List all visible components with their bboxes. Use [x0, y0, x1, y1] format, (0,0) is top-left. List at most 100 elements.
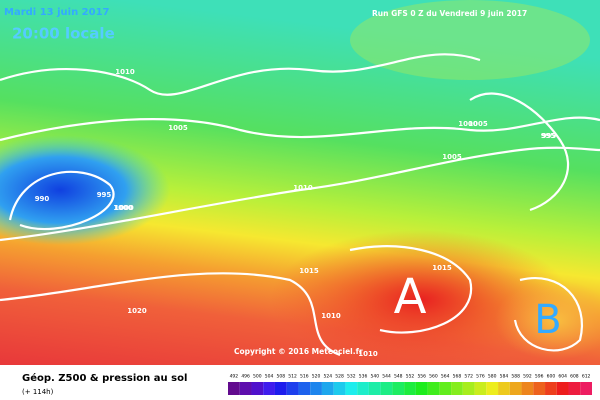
scale-label: 548: [394, 374, 403, 380]
run-info: Run GFS 0 Z du Vendredi 9 juin 2017: [372, 9, 527, 18]
copyright: Copyright © 2016 Meteociel.fr: [234, 347, 363, 356]
scale-swatch: [427, 382, 440, 395]
isobar: [349, 245, 473, 334]
scale-swatch: [228, 382, 240, 395]
isobar-label: 995: [542, 132, 557, 140]
scale-label: 580: [488, 374, 497, 380]
scale-swatch: [368, 382, 381, 395]
scale-swatch: [333, 382, 346, 395]
scale-swatch: [321, 382, 334, 395]
scale-label: 572: [464, 374, 473, 380]
isobar-label: 990: [35, 195, 50, 203]
scale-label: 568: [453, 374, 462, 380]
scale-swatch: [568, 382, 581, 395]
isobar-label: 1005: [168, 124, 188, 132]
scale-swatch: [310, 382, 322, 395]
forecast-date: Mardi 13 juin 2017: [4, 7, 110, 18]
isobar: [469, 92, 570, 212]
high-pressure: A: [394, 269, 427, 325]
isobar: [0, 272, 341, 357]
isobar: [0, 53, 481, 96]
scale-swatch: [462, 382, 475, 395]
isobar-label: 1010: [358, 350, 378, 358]
footer-lead: (+ 114h): [22, 388, 54, 396]
scale-label: 516: [300, 374, 309, 380]
color-scale: 492 496 500 504 508 512 516 520 524 528 532 536 540 5…: [228, 374, 592, 395]
scale-swatch: [580, 382, 592, 395]
isobar-label: 995: [541, 132, 556, 140]
scale-label: 564: [441, 374, 450, 380]
isobar-label: 1000: [458, 120, 478, 128]
scale-label: 604: [558, 374, 567, 380]
scale-label: 512: [288, 374, 297, 380]
heat-area: [270, 230, 570, 370]
isobars: [0, 53, 600, 357]
scale-label: 524: [324, 374, 333, 380]
isobar-label: 1000: [113, 204, 133, 212]
isobar-label: 1015: [432, 264, 452, 272]
isobar-label: 1005: [442, 153, 462, 161]
scale-swatch: [451, 382, 463, 395]
scale-label: 596: [535, 374, 544, 380]
scale-label: 496: [241, 374, 250, 380]
scale-swatch: [286, 382, 299, 395]
scale-label: 540: [370, 374, 379, 380]
scale-swatch: [392, 382, 405, 395]
scale-label: 592: [523, 374, 532, 380]
scale-label: 552: [406, 374, 415, 380]
scale-label: 492: [230, 374, 239, 380]
scale-label: 584: [500, 374, 509, 380]
scale-label: 532: [347, 374, 356, 380]
isobar-label: 1010: [115, 68, 135, 76]
isobar-label: 1020: [127, 307, 147, 315]
trough-area: [495, 280, 600, 360]
isobar: [8, 170, 115, 231]
isobar: [0, 116, 600, 142]
isobar: [0, 146, 600, 242]
scale-swatch: [404, 382, 416, 395]
scale-label: 588: [511, 374, 520, 380]
scale-label: 508: [277, 374, 286, 380]
scale-swatch: [521, 382, 534, 395]
low-area: [0, 135, 170, 245]
forecast-time: 20:00 locale: [12, 25, 115, 43]
isobar-label: 1005: [468, 120, 488, 128]
scale-swatch: [545, 382, 557, 395]
isobar-label: 1010: [321, 312, 341, 320]
scale-label: 528: [335, 374, 344, 380]
isobar-label: 995: [97, 191, 112, 199]
scale-swatch: [345, 382, 358, 395]
scale-swatch: [509, 382, 522, 395]
scale-label: 544: [382, 374, 391, 380]
scale-swatch: [533, 382, 546, 395]
scale-label: 560: [429, 374, 438, 380]
scale-swatch: [251, 382, 264, 395]
north-area: [350, 0, 590, 80]
isobar-label: 1015: [299, 267, 319, 275]
scale-label: 608: [570, 374, 579, 380]
scale-label: 556: [417, 374, 426, 380]
scale-swatch: [556, 382, 569, 395]
isobar-label: 1000: [114, 204, 134, 212]
scale-label: 600: [547, 374, 556, 380]
scale-label: 500: [253, 374, 262, 380]
isobar: [513, 277, 583, 352]
scale-swatch: [474, 382, 487, 395]
scale-label: 504: [265, 374, 274, 380]
scale-label: 520: [312, 374, 321, 380]
scale-swatch: [239, 382, 252, 395]
scale-swatch: [498, 382, 510, 395]
scale-swatch: [263, 382, 275, 395]
scale-swatch: [380, 382, 393, 395]
low-pressure: B: [534, 297, 561, 343]
scale-swatch: [298, 382, 311, 395]
scale-label: 576: [476, 374, 485, 380]
scale-label: 536: [359, 374, 368, 380]
footer-title: Géop. Z500 & pression au sol: [22, 372, 187, 384]
scale-swatch: [274, 382, 287, 395]
scale-swatch: [357, 382, 369, 395]
scale-swatch: [486, 382, 499, 395]
isobar-label: 1010: [293, 184, 313, 192]
